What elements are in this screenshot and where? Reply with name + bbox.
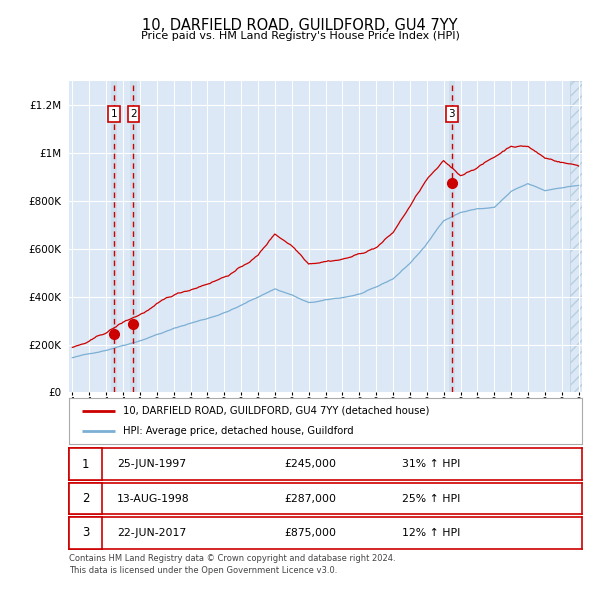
Text: £287,000: £287,000 — [284, 494, 337, 503]
Text: HPI: Average price, detached house, Guildford: HPI: Average price, detached house, Guil… — [123, 427, 353, 437]
Text: £245,000: £245,000 — [284, 460, 337, 469]
Bar — [112, 81, 118, 392]
Text: 2: 2 — [130, 109, 137, 119]
Bar — [449, 81, 455, 392]
Text: 10, DARFIELD ROAD, GUILDFORD, GU4 7YY (detached house): 10, DARFIELD ROAD, GUILDFORD, GU4 7YY (d… — [123, 405, 429, 415]
Text: 1: 1 — [82, 458, 89, 471]
Text: Contains HM Land Registry data © Crown copyright and database right 2024.
This d: Contains HM Land Registry data © Crown c… — [69, 554, 395, 575]
Text: 25-JUN-1997: 25-JUN-1997 — [117, 460, 186, 469]
Text: Price paid vs. HM Land Registry's House Price Index (HPI): Price paid vs. HM Land Registry's House … — [140, 31, 460, 41]
Text: 12% ↑ HPI: 12% ↑ HPI — [403, 528, 461, 537]
Text: 25% ↑ HPI: 25% ↑ HPI — [403, 494, 461, 503]
Text: 22-JUN-2017: 22-JUN-2017 — [117, 528, 186, 537]
Text: 31% ↑ HPI: 31% ↑ HPI — [403, 460, 461, 469]
Text: 13-AUG-1998: 13-AUG-1998 — [117, 494, 190, 503]
Bar — [130, 81, 137, 392]
Text: 1: 1 — [111, 109, 118, 119]
Text: £875,000: £875,000 — [284, 528, 337, 537]
Text: 2: 2 — [82, 492, 89, 505]
Text: 3: 3 — [82, 526, 89, 539]
Text: 3: 3 — [448, 109, 455, 119]
Text: 10, DARFIELD ROAD, GUILDFORD, GU4 7YY: 10, DARFIELD ROAD, GUILDFORD, GU4 7YY — [142, 18, 458, 32]
Bar — [570, 81, 587, 392]
